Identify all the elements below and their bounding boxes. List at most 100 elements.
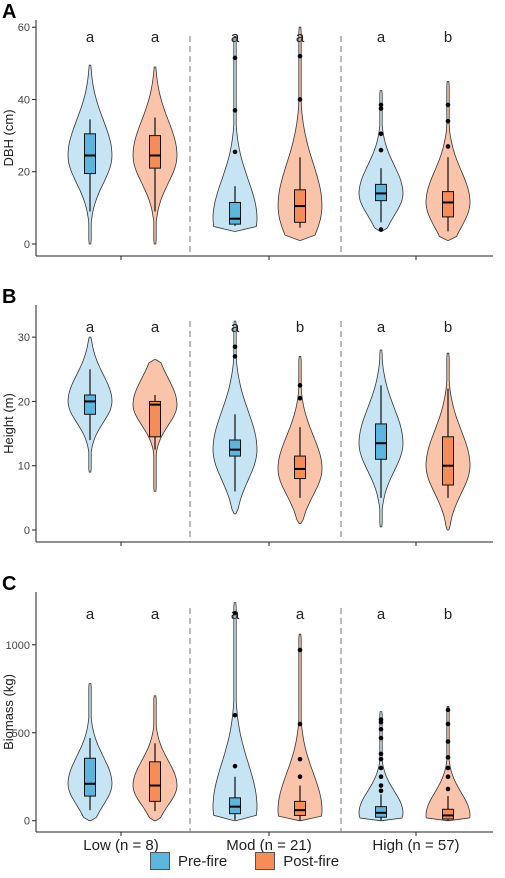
significance-letter: a <box>86 606 95 623</box>
y-tick-label: 30 <box>18 332 30 344</box>
y-axis-title: Height (m) <box>1 393 16 454</box>
y-tick-label: 500 <box>12 728 30 740</box>
legend-swatch-post-fire <box>255 852 276 870</box>
outlier-point <box>232 610 238 616</box>
outlier-point <box>445 739 451 744</box>
panel-B: B Height (m) 0 10 20 30 a a a b a b <box>1 286 493 546</box>
outlier-point <box>378 788 384 794</box>
outlier-point <box>445 774 451 780</box>
y-tick-label: 0 <box>24 816 30 828</box>
outlier-point <box>378 726 384 732</box>
box <box>149 135 161 169</box>
outlier-point <box>297 756 303 762</box>
outlier-point <box>378 106 384 111</box>
outlier-point <box>232 149 238 155</box>
significance-letter: a <box>231 29 240 46</box>
y-tick-label: 0 <box>24 239 30 251</box>
significance-letter: a <box>231 606 240 623</box>
outlier-point <box>232 108 238 113</box>
significance-letter: a <box>377 29 386 46</box>
y-axis-title: DBH (cm) <box>1 109 16 166</box>
box <box>229 201 241 225</box>
legend-item-post-fire: Post-fire <box>255 852 339 870</box>
panel-label: C <box>2 573 16 595</box>
significance-letter: a <box>231 319 240 336</box>
significance-letter: a <box>86 29 95 46</box>
outlier-point <box>445 707 451 713</box>
significance-letter: a <box>151 29 160 46</box>
outlier-point <box>445 102 451 108</box>
outlier-point <box>445 118 451 124</box>
x-tick-label: High (n = 57) <box>372 837 459 854</box>
panel-A: A DBH (cm) 0 20 40 60 a a a a a b <box>1 1 493 260</box>
y-tick-label: 10 <box>18 461 30 473</box>
outlier-point <box>378 147 384 153</box>
y-tick-label: 60 <box>18 22 30 34</box>
outlier-point <box>297 395 303 401</box>
y-tick-label: 0 <box>24 525 30 537</box>
outlier-point <box>297 97 303 102</box>
significance-letter: a <box>377 606 386 623</box>
box <box>442 436 454 486</box>
panel-C: C Biomass (kg) 0 500 1000 a a a a a b <box>1 573 493 836</box>
significance-letter: b <box>296 319 304 336</box>
outlier-point <box>445 144 451 149</box>
y-tick-label: 40 <box>18 94 30 106</box>
violin <box>277 633 323 822</box>
outlier-point <box>297 53 303 59</box>
legend: Pre-fire Post-fire <box>150 852 357 870</box>
box <box>149 761 161 802</box>
box <box>442 808 454 820</box>
box <box>375 423 387 460</box>
outlier-point <box>378 774 384 780</box>
outlier-point <box>445 721 451 727</box>
y-tick-label: 20 <box>18 396 30 408</box>
box <box>84 394 96 415</box>
outlier-point <box>378 227 384 232</box>
y-tick-label: 20 <box>18 167 30 179</box>
outlier-point <box>378 735 384 741</box>
y-axis-title: Biomass (kg) <box>1 674 16 750</box>
legend-label-post-fire: Post-fire <box>283 852 340 870</box>
outlier-point <box>378 131 384 137</box>
significance-letter: a <box>151 319 160 336</box>
significance-letter: a <box>296 606 305 623</box>
outlier-point <box>445 755 451 760</box>
outlier-point <box>232 763 238 769</box>
outlier-point <box>297 774 303 780</box>
box <box>149 400 161 438</box>
significance-letter: b <box>444 606 452 623</box>
outlier-point <box>378 756 384 762</box>
box <box>442 191 454 218</box>
box <box>84 133 96 175</box>
legend-swatch-pre-fire <box>150 852 170 870</box>
significance-letter: b <box>444 319 452 336</box>
outlier-point <box>232 55 238 61</box>
x-tick-label: Low (n = 8) <box>83 837 158 854</box>
outlier-point <box>232 354 238 359</box>
significance-letter: a <box>151 606 160 623</box>
significance-letter: a <box>86 319 95 336</box>
outlier-point <box>378 102 384 108</box>
y-tick-label: 1000 <box>6 640 30 652</box>
outlier-point <box>232 344 238 350</box>
box <box>294 455 306 480</box>
box <box>229 439 241 457</box>
box <box>84 757 96 797</box>
panel-label: B <box>2 286 16 308</box>
violin <box>212 35 258 232</box>
legend-item-pre-fire: Pre-fire <box>150 852 227 870</box>
outlier-point <box>378 717 384 722</box>
outlier-point <box>378 751 384 757</box>
outlier-point <box>232 712 238 718</box>
outlier-point <box>378 783 384 788</box>
x-tick-label: Mod (n = 21) <box>226 837 311 854</box>
legend-label-pre-fire: Pre-fire <box>178 852 228 870</box>
significance-letter: a <box>377 319 386 336</box>
outlier-point <box>297 647 303 653</box>
outlier-point <box>297 721 303 727</box>
significance-letter: a <box>296 29 305 46</box>
box <box>294 800 306 816</box>
significance-letter: b <box>444 29 452 46</box>
violin <box>212 602 258 822</box>
